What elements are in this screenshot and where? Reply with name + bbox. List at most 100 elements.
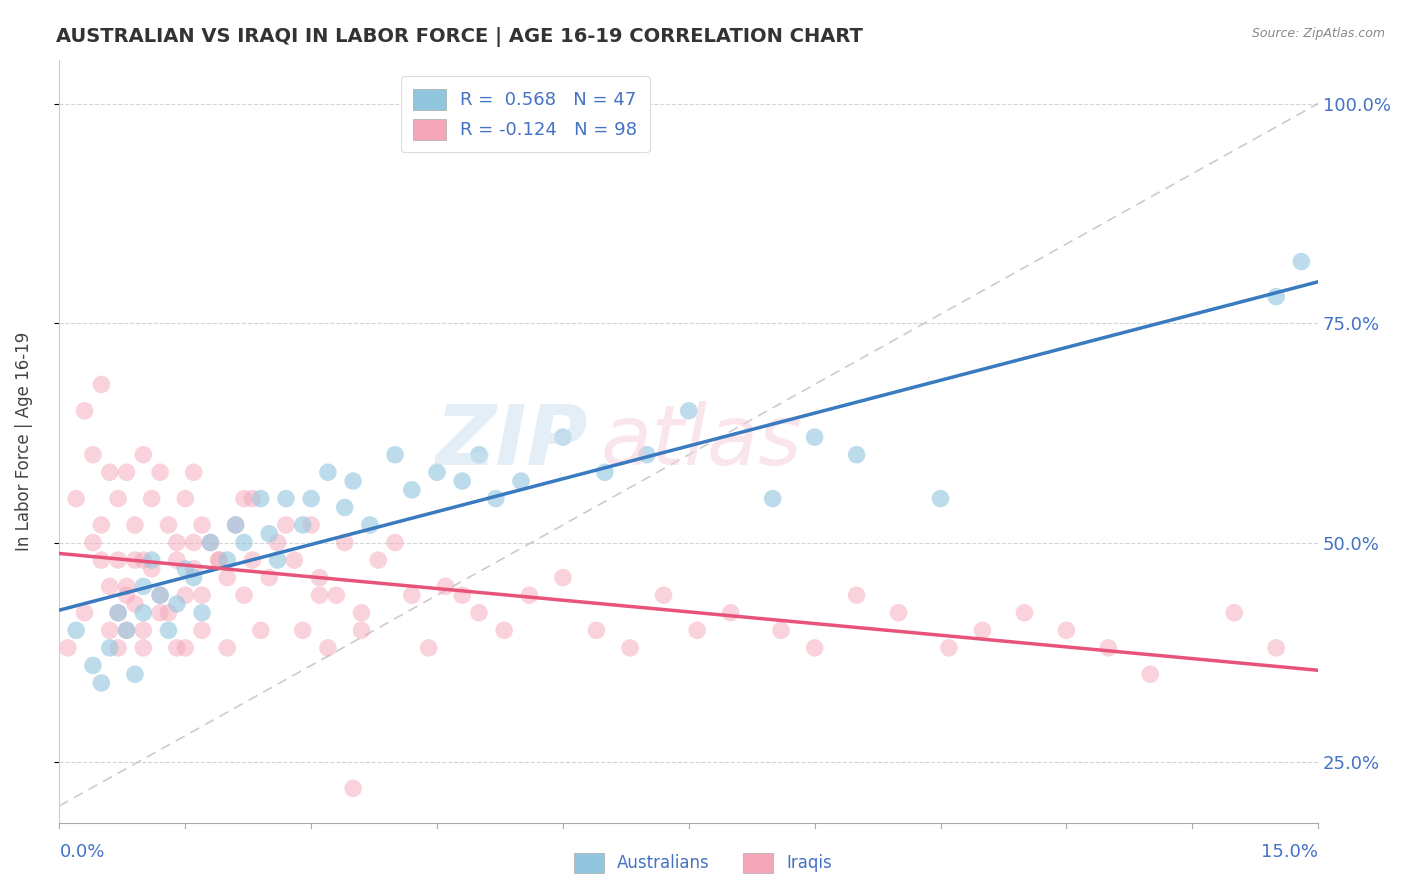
Point [468, 606, 491, 620]
Point [124, 518, 146, 533]
Point [132, 640, 155, 655]
Point [124, 667, 146, 681]
Point [350, 606, 373, 620]
Point [266, 535, 288, 549]
Point [183, 535, 205, 549]
Point [107, 640, 129, 655]
Point [418, 640, 440, 655]
Point [1223, 606, 1246, 620]
Point [225, 518, 247, 533]
Point [115, 579, 138, 593]
Point [593, 465, 616, 479]
Point [141, 553, 163, 567]
Point [887, 606, 910, 620]
Point [157, 606, 180, 620]
Point [299, 518, 322, 533]
Point [107, 553, 129, 567]
Text: ZIP: ZIP [436, 401, 588, 482]
Point [283, 553, 305, 567]
Point [233, 535, 256, 549]
Point [132, 606, 155, 620]
Point [166, 553, 188, 567]
Point [1265, 640, 1288, 655]
Legend: Australians, Iraqis: Australians, Iraqis [567, 847, 839, 880]
Point [938, 640, 960, 655]
Point [619, 640, 641, 655]
Point [233, 588, 256, 602]
Point [124, 597, 146, 611]
Point [174, 562, 197, 576]
Point [98, 640, 121, 655]
Point [266, 553, 288, 567]
Point [124, 553, 146, 567]
Y-axis label: In Labor Force | Age 16-19: In Labor Force | Age 16-19 [15, 332, 32, 551]
Point [1014, 606, 1036, 620]
Point [249, 624, 271, 638]
Point [652, 588, 675, 602]
Point [1054, 624, 1077, 638]
Point [929, 491, 952, 506]
Point [90, 676, 112, 690]
Point [845, 588, 868, 602]
Point [274, 491, 297, 506]
Point [174, 640, 197, 655]
Point [308, 571, 330, 585]
Point [1139, 667, 1161, 681]
Point [494, 624, 516, 638]
Point [183, 571, 205, 585]
Point [517, 588, 540, 602]
Point [426, 465, 449, 479]
Point [191, 518, 214, 533]
Point [115, 588, 138, 602]
Point [401, 588, 423, 602]
Point [115, 624, 138, 638]
Text: 0.0%: 0.0% [59, 843, 105, 861]
Point [217, 640, 239, 655]
Point [82, 535, 104, 549]
Point [384, 535, 406, 549]
Point [82, 658, 104, 673]
Point [183, 465, 205, 479]
Point [274, 518, 297, 533]
Point [174, 588, 197, 602]
Point [291, 518, 314, 533]
Point [65, 624, 87, 638]
Point [333, 500, 356, 515]
Point [803, 430, 825, 444]
Legend: R =  0.568   N = 47, R = -0.124   N = 98: R = 0.568 N = 47, R = -0.124 N = 98 [401, 77, 650, 153]
Point [149, 588, 172, 602]
Point [132, 624, 155, 638]
Point [359, 518, 381, 533]
Point [107, 606, 129, 620]
Text: Source: ZipAtlas.com: Source: ZipAtlas.com [1251, 27, 1385, 40]
Point [157, 624, 180, 638]
Point [451, 474, 474, 488]
Point [115, 465, 138, 479]
Point [451, 588, 474, 602]
Point [551, 571, 574, 585]
Point [762, 491, 785, 506]
Point [208, 553, 231, 567]
Point [233, 491, 256, 506]
Point [225, 518, 247, 533]
Point [90, 377, 112, 392]
Point [90, 518, 112, 533]
Point [291, 624, 314, 638]
Point [485, 491, 508, 506]
Point [157, 518, 180, 533]
Point [141, 562, 163, 576]
Point [845, 448, 868, 462]
Point [200, 535, 222, 549]
Point [468, 448, 491, 462]
Point [82, 448, 104, 462]
Point [249, 491, 271, 506]
Point [115, 624, 138, 638]
Text: AUSTRALIAN VS IRAQI IN LABOR FORCE | AGE 16-19 CORRELATION CHART: AUSTRALIAN VS IRAQI IN LABOR FORCE | AGE… [56, 27, 863, 46]
Point [90, 553, 112, 567]
Point [299, 491, 322, 506]
Point [384, 448, 406, 462]
Point [342, 474, 364, 488]
Point [350, 624, 373, 638]
Point [98, 579, 121, 593]
Point [107, 491, 129, 506]
